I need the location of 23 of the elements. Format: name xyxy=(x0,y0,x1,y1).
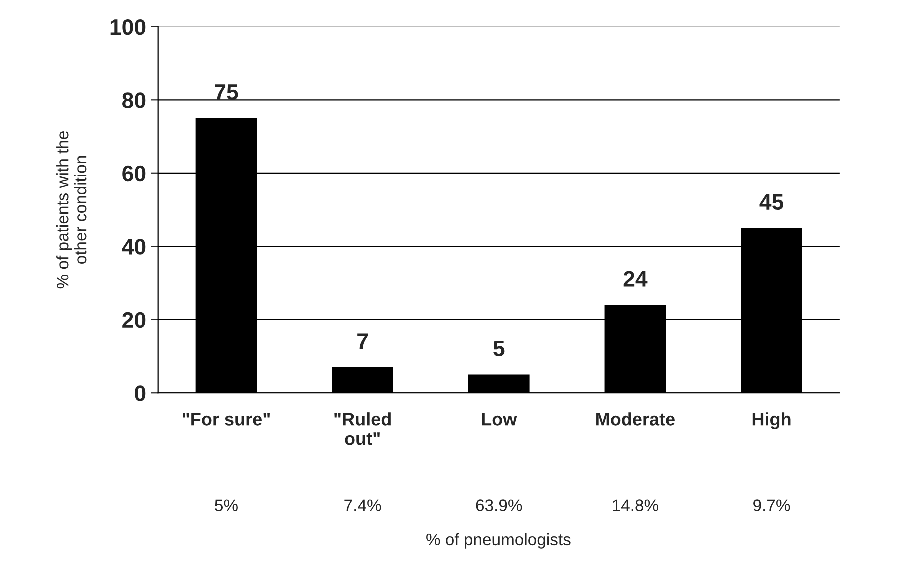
y-tick-label: 20 xyxy=(122,312,146,328)
x-tick-label: Low xyxy=(482,413,518,426)
y-tick-label: 100 xyxy=(110,19,146,36)
data-label: 5 xyxy=(494,341,505,357)
data-label: 45 xyxy=(760,194,784,210)
text: 14.8% xyxy=(613,500,658,512)
x-tick-label: Moderate xyxy=(596,412,675,426)
text: 7.4% xyxy=(344,500,382,512)
y-tick-label: 80 xyxy=(122,92,146,108)
y-axis-title: % of patients with the other condition xyxy=(56,132,87,289)
y-tick-label: 40 xyxy=(122,239,146,255)
x-tick-label: "Ruled out" xyxy=(334,412,391,446)
text: % of pneumologists xyxy=(426,533,571,549)
y-tick-label: 60 xyxy=(122,166,146,182)
data-label: 75 xyxy=(215,84,238,100)
y-tick-label: 0 xyxy=(135,386,146,402)
x-tick-label: "For sure" xyxy=(183,413,270,426)
text: 63.9% xyxy=(476,500,522,512)
text: 5% xyxy=(215,500,238,512)
x-tick-label: High xyxy=(752,412,791,430)
text: 9.7% xyxy=(754,500,790,512)
data-label: 7 xyxy=(358,334,368,349)
data-label: 24 xyxy=(624,271,648,287)
